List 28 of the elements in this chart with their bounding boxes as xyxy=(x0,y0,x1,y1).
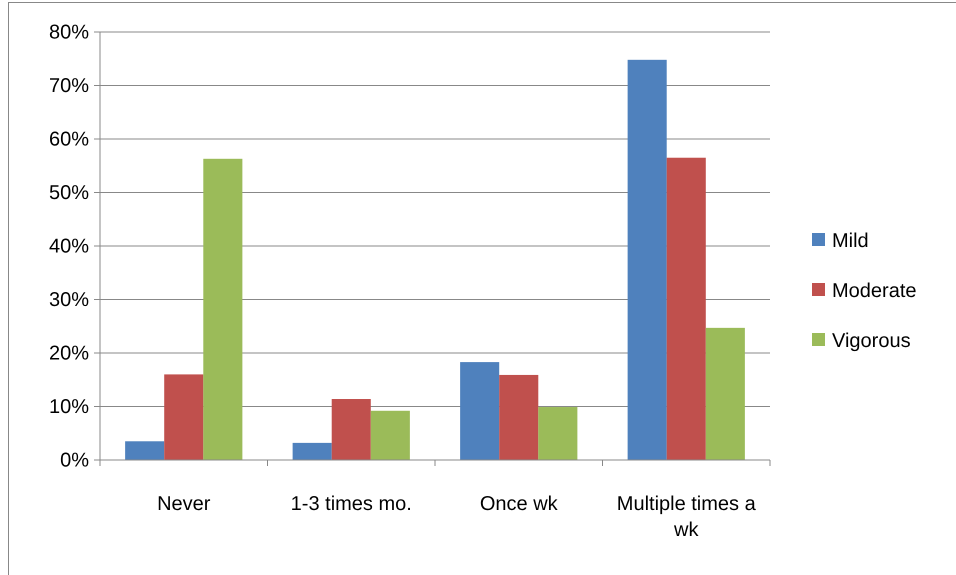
y-tick-label: 70% xyxy=(48,74,90,97)
bar xyxy=(499,374,538,460)
x-tick-label: Multiple times a wk xyxy=(616,493,757,541)
y-tick-label: 40% xyxy=(48,235,90,258)
x-tick-label: 1-3 times mo. xyxy=(290,493,412,515)
bar xyxy=(706,328,745,460)
bar xyxy=(538,407,578,460)
bar xyxy=(370,410,410,460)
y-tick-label: 30% xyxy=(48,288,90,311)
x-tick-label: Never xyxy=(157,493,211,515)
y-tick-label: 80% xyxy=(48,21,90,44)
y-tick-label: 0% xyxy=(60,449,90,472)
y-tick-label: 50% xyxy=(48,182,90,204)
x-tick-label: Once wk xyxy=(480,493,559,515)
y-tick-label: 10% xyxy=(48,396,90,418)
bar xyxy=(203,158,242,460)
bar xyxy=(628,60,667,460)
bar xyxy=(164,374,204,460)
bar xyxy=(292,442,332,460)
bar xyxy=(666,158,706,460)
y-tick-label: 20% xyxy=(48,342,90,364)
y-tick-label: 60% xyxy=(48,128,90,150)
legend-label: Mild xyxy=(832,230,869,252)
legend-label: Moderate xyxy=(832,280,916,302)
bar xyxy=(125,441,164,460)
bar xyxy=(460,362,500,460)
bar xyxy=(332,399,371,460)
legend-label: Vigorous xyxy=(832,330,911,352)
